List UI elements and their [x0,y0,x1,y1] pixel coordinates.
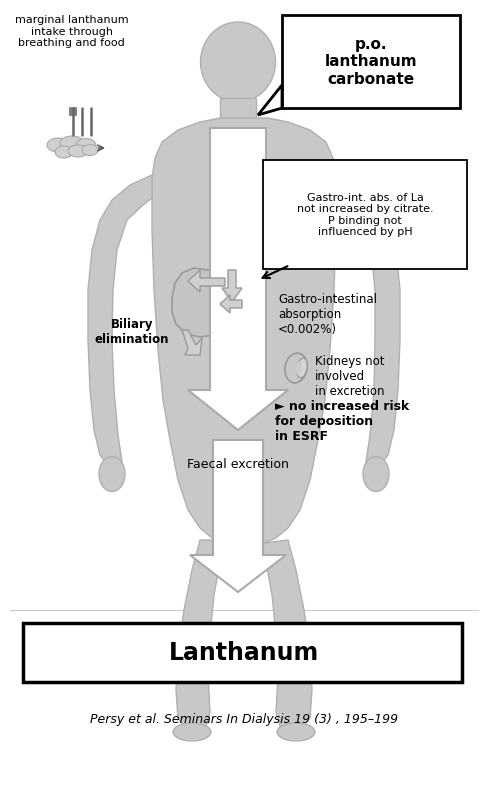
Polygon shape [176,540,230,730]
Polygon shape [88,175,152,468]
Polygon shape [182,330,202,355]
Text: marginal lanthanum
intake through
breathing and food: marginal lanthanum intake through breath… [15,15,129,48]
Polygon shape [190,440,286,592]
Polygon shape [256,540,312,730]
Ellipse shape [99,456,125,492]
Ellipse shape [55,146,73,158]
Text: Gastro-int. abs. of La
not increased by citrate.
P binding not
influenced by pH: Gastro-int. abs. of La not increased by … [297,192,433,238]
Text: Biliary
elimination: Biliary elimination [95,318,169,346]
Text: Lanthanum: Lanthanum [169,641,319,665]
Polygon shape [282,15,460,108]
Polygon shape [222,270,242,302]
Polygon shape [220,295,242,313]
Ellipse shape [60,136,84,150]
Ellipse shape [76,139,96,151]
Ellipse shape [201,22,276,102]
Polygon shape [220,98,256,122]
Ellipse shape [285,353,307,383]
Text: Persy et al. Seminars In Dialysis 19 (3) , 195–199: Persy et al. Seminars In Dialysis 19 (3)… [90,714,398,726]
Ellipse shape [68,145,88,157]
Ellipse shape [82,144,98,155]
Ellipse shape [297,358,307,378]
Ellipse shape [296,361,302,375]
Ellipse shape [47,138,69,152]
Polygon shape [336,175,400,468]
Text: ► no increased risk
for deposition
in ESRF: ► no increased risk for deposition in ES… [275,400,409,443]
Polygon shape [152,118,336,544]
Text: p.o.
lanthanum
carbonate: p.o. lanthanum carbonate [325,37,417,87]
Polygon shape [188,270,225,292]
Ellipse shape [277,723,315,741]
Ellipse shape [363,456,389,492]
Polygon shape [188,128,288,430]
Text: Gastro-intestinal
absorption
<0.002%): Gastro-intestinal absorption <0.002%) [278,293,377,336]
FancyBboxPatch shape [263,160,467,269]
Text: Faecal excretion: Faecal excretion [187,458,289,471]
Text: Kidneys not
involved
in excretion: Kidneys not involved in excretion [315,355,385,398]
Polygon shape [258,85,282,115]
Ellipse shape [173,723,211,741]
Polygon shape [172,268,242,337]
FancyBboxPatch shape [23,623,462,682]
